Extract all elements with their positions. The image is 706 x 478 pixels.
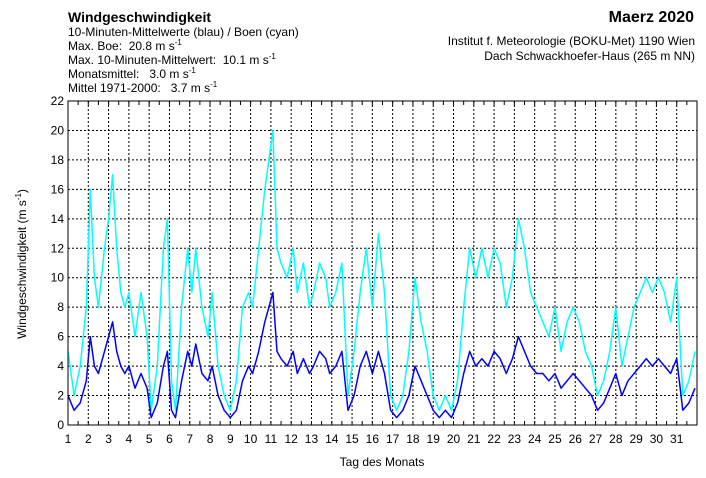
y-tick-label: 8 — [57, 300, 64, 314]
max-gust-label: Max. Boe: — [68, 39, 123, 53]
max-mean-stat: Max. 10-Minuten-Mittelwert: 10.1 m s-1 — [68, 52, 276, 67]
x-tick-label: 17 — [386, 432, 400, 446]
max-gust-unit-exp: -1 — [174, 38, 182, 47]
y-axis-label-exponent: -1 — [14, 193, 23, 201]
y-tick-label: 16 — [51, 182, 65, 196]
x-tick-label: 13 — [305, 432, 319, 446]
x-tick-label: 31 — [670, 432, 684, 446]
y-tick-label: 6 — [57, 330, 64, 344]
max-mean-value: 10.1 m s — [222, 53, 269, 67]
y-axis-label-text: Windgeschwindigkeit (m s — [15, 200, 29, 339]
x-tick-label: 10 — [244, 432, 258, 446]
series-line-gusts — [67, 129, 696, 412]
x-axis-ticks: 1 2 3 4 5 6 7 8 9 10 11 12 13 14 15 16 17 18 19 20 21 22 23 24 2… — [65, 101, 688, 446]
y-tick-label: 4 — [57, 359, 64, 373]
chart-series-layer — [67, 129, 696, 419]
x-tick-label: 7 — [186, 432, 193, 446]
series-line-mean — [67, 291, 696, 419]
monthly-mean-value: 3.0 m s — [149, 67, 189, 81]
month-label: Maerz 2020 — [608, 9, 694, 26]
x-tick-label: 19 — [427, 432, 441, 446]
climate-mean-label: Mittel 1971-2000: — [68, 81, 161, 95]
y-tick-label: 14 — [51, 212, 65, 226]
climate-mean-value: 3.7 m s — [170, 81, 211, 95]
y-tick-label: 10 — [51, 271, 65, 285]
x-tick-label: 1 — [65, 432, 72, 446]
y-axis-ticks: 0 2 4 6 8 10 12 14 16 18 20 22 — [51, 94, 65, 432]
monthly-mean-stat: Monatsmittel: 3.0 m s-1 — [68, 66, 196, 81]
max-mean-unit-exp: -1 — [268, 52, 276, 61]
x-axis-label: Tag des Monats — [340, 455, 425, 469]
x-tick-label: 18 — [406, 432, 420, 446]
chart-title: Windgeschwindigkeit — [68, 9, 211, 25]
y-tick-label: 12 — [51, 241, 65, 255]
y-axis-label-close: ) — [15, 189, 29, 193]
x-tick-label: 28 — [609, 432, 623, 446]
x-tick-label: 27 — [589, 432, 603, 446]
x-tick-label: 3 — [105, 432, 112, 446]
y-tick-label: 0 — [57, 418, 64, 432]
y-tick-label: 20 — [51, 123, 65, 137]
x-tick-label: 20 — [447, 432, 461, 446]
x-tick-label: 22 — [487, 432, 501, 446]
station-label: Dach Schwackhoefer-Haus (265 m NN) — [484, 49, 695, 63]
monthly-mean-unit-exp: -1 — [188, 66, 196, 75]
x-tick-label: 9 — [227, 432, 234, 446]
climate-mean-stat: Mittel 1971-2000: 3.7 m s-1 — [68, 80, 218, 95]
x-tick-label: 29 — [629, 432, 643, 446]
x-tick-label: 2 — [85, 432, 92, 446]
y-tick-label: 2 — [57, 389, 64, 403]
y-tick-label: 22 — [51, 94, 65, 108]
y-tick-label: 18 — [51, 153, 65, 167]
x-tick-label: 16 — [366, 432, 380, 446]
climate-mean-unit-exp: -1 — [210, 80, 218, 89]
institute-label: Institut f. Meteorologie (BOKU-Met) 1190… — [447, 34, 695, 48]
x-tick-label: 24 — [528, 432, 542, 446]
x-tick-label: 26 — [569, 432, 583, 446]
y-axis-label: Windgeschwindigkeit (m s-1) — [14, 189, 29, 339]
x-tick-label: 25 — [548, 432, 562, 446]
x-tick-label: 8 — [207, 432, 214, 446]
x-tick-label: 21 — [467, 432, 481, 446]
x-tick-label: 4 — [126, 432, 133, 446]
x-tick-label: 6 — [166, 432, 173, 446]
x-tick-label: 30 — [650, 432, 664, 446]
x-tick-label: 15 — [345, 432, 359, 446]
max-mean-label: Max. 10-Minuten-Mittelwert: — [68, 53, 217, 67]
x-tick-label: 23 — [508, 432, 522, 446]
monthly-mean-label: Monatsmittel: — [68, 67, 140, 81]
max-gust-stat: Max. Boe: 20.8 m s-1 — [68, 38, 182, 53]
x-tick-label: 14 — [325, 432, 339, 446]
chart-subtitle: 10-Minuten-Mittelwerte (blau) / Boen (cy… — [68, 25, 299, 39]
max-gust-value: 20.8 m s — [128, 39, 175, 53]
x-tick-label: 11 — [265, 432, 278, 446]
x-tick-label: 5 — [146, 432, 153, 446]
x-tick-label: 12 — [285, 432, 299, 446]
